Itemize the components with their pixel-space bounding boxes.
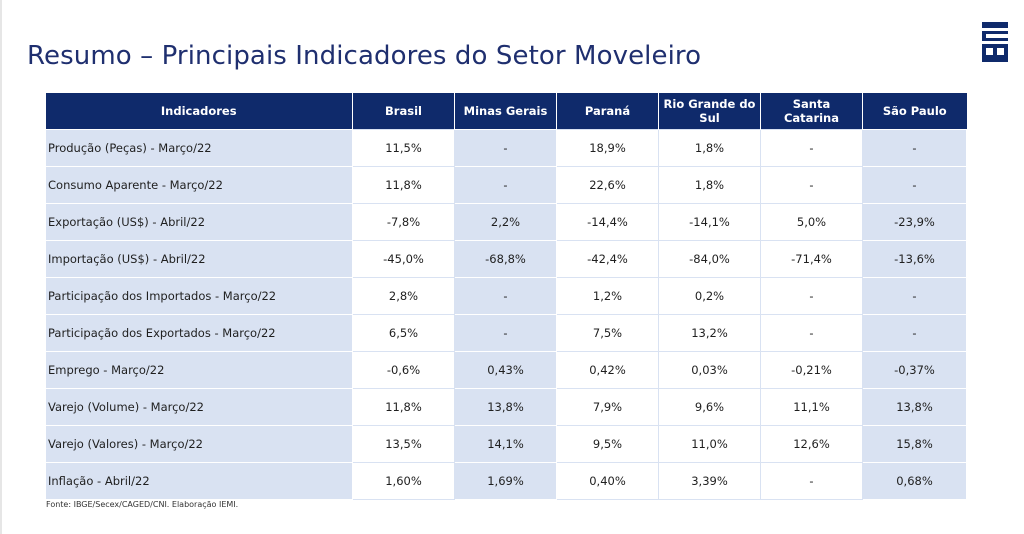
cell-rio-grande-do-sul: 1,8%	[658, 129, 761, 167]
header-minas-gerais: Minas Gerais	[454, 93, 557, 130]
cell-sao-paulo: -	[862, 129, 967, 167]
cell-minas-gerais: 2,2%	[454, 203, 557, 241]
table-row: Inflação - Abril/22 1,60% 1,69% 0,40% 3,39% -…	[45, 462, 967, 500]
table-row: Varejo (Volume) - Março/22 11,8% 13,8% 7,9%…	[45, 388, 967, 426]
cell-minas-gerais: 14,1%	[454, 425, 557, 463]
cell-parana: 7,9%	[556, 388, 659, 426]
row-label: Produção (Peças) - Março/22	[45, 129, 353, 167]
cell-brasil: 11,5%	[352, 129, 455, 167]
cell-brasil: 1,60%	[352, 462, 455, 500]
cell-minas-gerais: -	[454, 277, 557, 315]
cell-brasil: 6,5%	[352, 314, 455, 352]
table-row: Produção (Peças) - Março/22 11,5% -18,9% 1,…	[45, 129, 967, 167]
header-sao-paulo: São Paulo	[862, 93, 967, 130]
table-header-row: Indicadores Brasil Minas Gerais Paraná R…	[45, 93, 967, 130]
cell-rio-grande-do-sul: 3,39%	[658, 462, 761, 500]
cell-parana: 0,40%	[556, 462, 659, 500]
cell-sao-paulo: -	[862, 166, 967, 204]
cell-minas-gerais: -	[454, 129, 557, 167]
cell-brasil: -0,6%	[352, 351, 455, 389]
cell-rio-grande-do-sul: 9,6%	[658, 388, 761, 426]
iemi-logo	[982, 22, 1008, 62]
table-row: Consumo Aparente - Março/22 11,8% -22,6% 1,…	[45, 166, 967, 204]
cell-santa-catarina: 5,0%	[760, 203, 863, 241]
cell-sao-paulo: -13,6%	[862, 240, 967, 278]
cell-sao-paulo: -	[862, 277, 967, 315]
row-label: Emprego - Março/22	[45, 351, 353, 389]
cell-sao-paulo: 15,8%	[862, 425, 967, 463]
cell-parana: -14,4%	[556, 203, 659, 241]
row-label: Inflação - Abril/22	[45, 462, 353, 500]
cell-sao-paulo: -	[862, 314, 967, 352]
cell-parana: 0,42%	[556, 351, 659, 389]
cell-minas-gerais: -68,8%	[454, 240, 557, 278]
cell-brasil: -7,8%	[352, 203, 455, 241]
cell-rio-grande-do-sul: 11,0%	[658, 425, 761, 463]
cell-brasil: 13,5%	[352, 425, 455, 463]
table-row: Exportação (US$) - Abril/22 -7,8% 2,2% -14,…	[45, 203, 967, 241]
cell-rio-grande-do-sul: 0,03%	[658, 351, 761, 389]
cell-rio-grande-do-sul: -14,1%	[658, 203, 761, 241]
cell-parana: -42,4%	[556, 240, 659, 278]
cell-santa-catarina: 12,6%	[760, 425, 863, 463]
header-santa-catarina: Santa Catarina	[760, 93, 863, 130]
cell-minas-gerais: 13,8%	[454, 388, 557, 426]
table-row: Emprego - Março/22 -0,6% 0,43% 0,42% 0,03% -0…	[45, 351, 967, 389]
header-rio-grande-do-sul: Rio Grande do Sul	[658, 93, 761, 130]
cell-minas-gerais: -	[454, 314, 557, 352]
cell-rio-grande-do-sul: 13,2%	[658, 314, 761, 352]
cell-minas-gerais: 1,69%	[454, 462, 557, 500]
cell-sao-paulo: 13,8%	[862, 388, 967, 426]
cell-santa-catarina: -71,4%	[760, 240, 863, 278]
table-row: Participação dos Exportados - Março/22 6,…	[45, 314, 967, 352]
row-label: Exportação (US$) - Abril/22	[45, 203, 353, 241]
cell-brasil: 2,8%	[352, 277, 455, 315]
cell-parana: 22,6%	[556, 166, 659, 204]
row-label: Importação (US$) - Abril/22	[45, 240, 353, 278]
slide-title: Resumo – Principais Indicadores do Setor…	[27, 41, 702, 72]
cell-parana: 9,5%	[556, 425, 659, 463]
cell-brasil: 11,8%	[352, 388, 455, 426]
table-row: Importação (US$) - Abril/22 -45,0% -68,8% -…	[45, 240, 967, 278]
cell-sao-paulo: -0,37%	[862, 351, 967, 389]
cell-sao-paulo: 0,68%	[862, 462, 967, 500]
cell-santa-catarina: -	[760, 129, 863, 167]
cell-parana: 1,2%	[556, 277, 659, 315]
cell-minas-gerais: -	[454, 166, 557, 204]
indicators-table: Indicadores Brasil Minas Gerais Paraná R…	[45, 93, 967, 500]
cell-rio-grande-do-sul: 1,8%	[658, 166, 761, 204]
header-brasil: Brasil	[352, 93, 455, 130]
cell-santa-catarina: -	[760, 314, 863, 352]
cell-santa-catarina: -	[760, 166, 863, 204]
cell-sao-paulo: -23,9%	[862, 203, 967, 241]
cell-santa-catarina: -	[760, 462, 863, 500]
slide-left-edge	[0, 0, 2, 534]
row-label: Varejo (Volume) - Março/22	[45, 388, 353, 426]
cell-parana: 18,9%	[556, 129, 659, 167]
header-parana: Paraná	[556, 93, 659, 130]
table-row: Participação dos Importados - Março/22 2,…	[45, 277, 967, 315]
cell-parana: 7,5%	[556, 314, 659, 352]
row-label: Consumo Aparente - Março/22	[45, 166, 353, 204]
cell-brasil: -45,0%	[352, 240, 455, 278]
cell-rio-grande-do-sul: 0,2%	[658, 277, 761, 315]
row-label: Participação dos Importados - Março/22	[45, 277, 353, 315]
cell-rio-grande-do-sul: -84,0%	[658, 240, 761, 278]
row-label: Participação dos Exportados - Março/22	[45, 314, 353, 352]
cell-santa-catarina: -	[760, 277, 863, 315]
cell-santa-catarina: 11,1%	[760, 388, 863, 426]
table-row: Varejo (Valores) - Março/22 13,5% 14,1% 9,5…	[45, 425, 967, 463]
cell-santa-catarina: -0,21%	[760, 351, 863, 389]
cell-brasil: 11,8%	[352, 166, 455, 204]
cell-minas-gerais: 0,43%	[454, 351, 557, 389]
row-label: Varejo (Valores) - Março/22	[45, 425, 353, 463]
header-indicadores: Indicadores	[45, 93, 353, 130]
source-note: Fonte: IBGE/Secex/CAGED/CNI. Elaboração …	[46, 500, 239, 509]
